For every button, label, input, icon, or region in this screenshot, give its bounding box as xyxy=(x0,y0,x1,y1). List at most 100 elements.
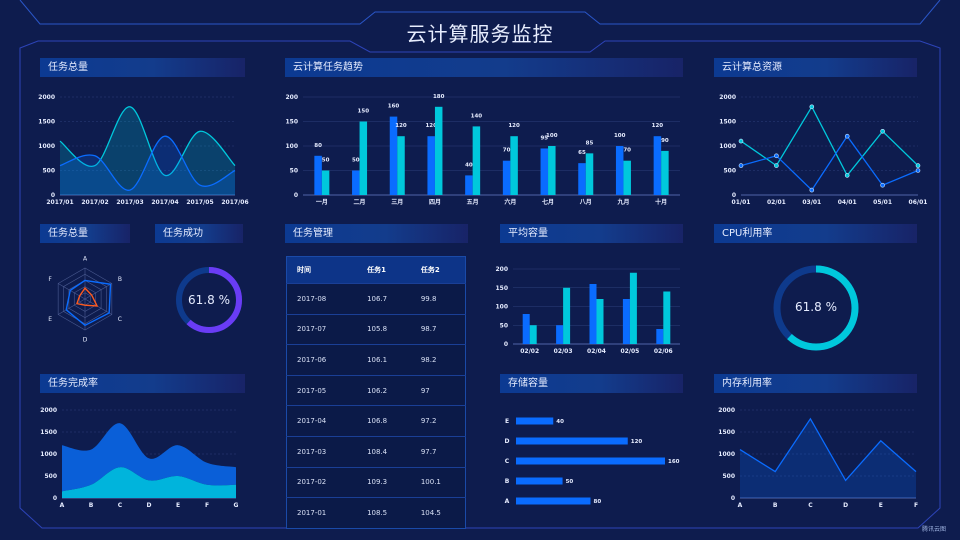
task-table: 时间 任务1 任务2 2017-08 106.7 99.8 2017-07 105.8 9… xyxy=(286,256,466,529)
bar-value-label: 150 xyxy=(358,109,370,115)
bar xyxy=(522,314,530,344)
cell-time: 2017-04 xyxy=(286,405,358,437)
cell-task2: 104.5 xyxy=(410,497,466,529)
data-point xyxy=(774,153,779,159)
bar-value-label: 80 xyxy=(594,499,602,505)
bar xyxy=(623,160,631,195)
y-tick-label: B xyxy=(505,478,510,485)
data-point xyxy=(844,133,850,139)
radar-series xyxy=(65,279,112,327)
bar xyxy=(622,299,630,344)
x-tick-label: D xyxy=(147,502,152,509)
x-tick-label: 2017/01 xyxy=(46,199,73,206)
table-row[interactable]: 2017-03 108.4 97.7 xyxy=(286,435,466,468)
cpu-gauge xyxy=(773,265,859,351)
panel-header-cpu: CPU利用率 xyxy=(714,224,917,243)
y-tick-label: 2000 xyxy=(38,94,55,101)
cell-task2: 99.8 xyxy=(410,283,466,315)
y-tick-label: 2000 xyxy=(40,407,57,414)
x-tick-label: 04/01 xyxy=(838,199,857,206)
bar xyxy=(510,136,518,195)
cell-task1: 106.7 xyxy=(357,283,411,315)
memory-chart: 0 500 1000 1500 2000 A B C D E F xyxy=(718,407,918,509)
bar-value-label: 180 xyxy=(433,94,445,100)
bar-value-label: 120 xyxy=(508,123,520,129)
y-tick-label: 0 xyxy=(732,192,736,199)
data-point xyxy=(880,182,885,188)
x-tick-label: 02/05 xyxy=(620,348,639,355)
series-line xyxy=(739,417,917,482)
x-tick-label: 一月 xyxy=(316,198,328,206)
table-row[interactable]: 2017-05 106.2 97 xyxy=(286,374,466,406)
bar xyxy=(529,325,537,344)
bar xyxy=(596,299,604,344)
storage-chart: E 40 D 120 C 160 B 50 A 80 xyxy=(505,417,680,505)
y-tick-label: 150 xyxy=(495,285,508,292)
column-header-task2: 任务2 xyxy=(410,256,466,284)
gauge-fill xyxy=(176,267,242,333)
bar xyxy=(663,291,671,344)
data-point xyxy=(880,128,885,134)
radar-chart: A B C D E F xyxy=(48,256,122,344)
bar xyxy=(656,329,664,344)
radar-axis xyxy=(84,283,112,300)
series-line xyxy=(59,135,236,191)
table-row[interactable]: 2017-04 106.8 97.2 xyxy=(286,405,466,437)
y-tick-label: 0 xyxy=(504,341,508,348)
bar xyxy=(578,163,586,195)
cell-time: 2017-07 xyxy=(286,313,358,345)
task-total-chart: 0 500 1000 1500 2000 2017/01 2017/02 2017/03 201… xyxy=(38,94,248,206)
x-tick-label: 2017/03 xyxy=(116,199,143,206)
x-tick-label: 九月 xyxy=(616,198,629,206)
bar xyxy=(516,417,554,425)
x-tick-label: 十月 xyxy=(655,198,667,206)
bar xyxy=(516,497,591,505)
avg-capacity-chart: 0 50 100 150 200 02/02 02/03 02/04 02/05 02/06 xyxy=(495,266,680,355)
radar-indicator-label: E xyxy=(48,316,52,323)
bar xyxy=(589,284,597,344)
y-tick-label: D xyxy=(505,438,510,445)
cell-task1: 106.2 xyxy=(357,374,411,406)
bar-value-label: 40 xyxy=(465,162,473,168)
bar xyxy=(397,136,405,195)
y-tick-label: 0 xyxy=(51,192,55,199)
bar-value-label: 50 xyxy=(566,479,574,485)
table-row[interactable]: 2017-06 106.1 98.2 xyxy=(286,344,466,376)
bar xyxy=(389,116,398,195)
x-tick-label: 03/01 xyxy=(802,199,821,206)
x-tick-label: 02/04 xyxy=(587,348,606,355)
y-tick-label: 1500 xyxy=(38,119,55,126)
bar xyxy=(661,150,669,195)
series-line xyxy=(740,135,919,192)
bar-value-label: 100 xyxy=(546,133,558,139)
bar-value-label: 80 xyxy=(314,143,322,149)
bar xyxy=(563,287,571,344)
bar xyxy=(434,106,443,195)
x-tick-label: 七月 xyxy=(542,198,554,206)
completion-chart: 0 500 1000 1500 2000 A B C D E F G xyxy=(40,407,238,509)
x-tick-label: 2017/02 xyxy=(81,199,108,206)
cell-task1: 109.3 xyxy=(357,466,411,498)
cell-time: 2017-03 xyxy=(286,435,358,468)
bar-value-label: 70 xyxy=(503,148,511,154)
bar-value-label: 70 xyxy=(623,148,631,154)
table-row[interactable]: 2017-07 105.8 98.7 xyxy=(286,313,466,345)
series-area xyxy=(740,418,916,498)
table-row[interactable]: 2017-02 109.3 100.1 xyxy=(286,466,466,498)
series-area xyxy=(60,136,235,195)
radar-axis xyxy=(58,298,86,315)
table-row[interactable]: 2017-08 106.7 99.8 xyxy=(286,283,466,315)
y-tick-label: 1500 xyxy=(719,119,736,126)
bar xyxy=(352,170,360,195)
table-row[interactable]: 2017-01 108.5 104.5 xyxy=(286,497,466,529)
y-tick-label: 500 xyxy=(44,473,57,480)
cell-time: 2017-08 xyxy=(286,283,358,315)
radar-indicator-label: B xyxy=(118,276,122,283)
x-tick-label: 四月 xyxy=(429,198,441,206)
x-tick-label: 二月 xyxy=(354,198,366,206)
bar xyxy=(465,175,473,195)
y-tick-label: 0 xyxy=(731,495,735,502)
x-tick-label: C xyxy=(118,502,123,509)
x-tick-label: 02/02 xyxy=(520,348,539,355)
bar xyxy=(615,146,624,195)
